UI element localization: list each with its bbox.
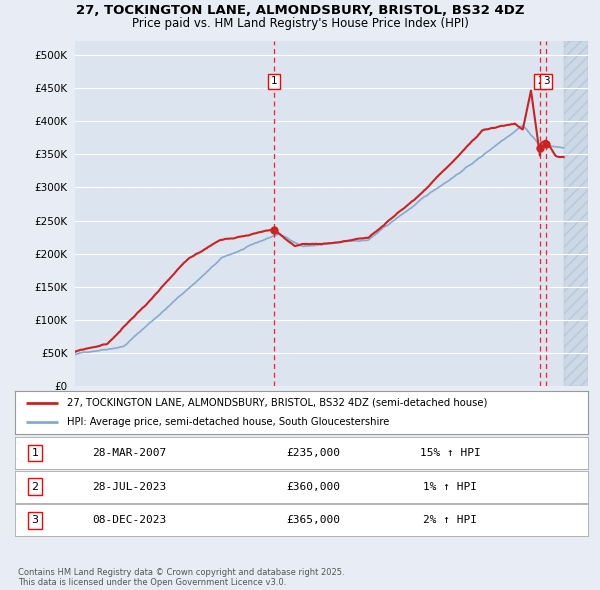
Text: 2: 2 [537, 76, 544, 86]
Text: 2: 2 [31, 482, 38, 491]
Text: Contains HM Land Registry data © Crown copyright and database right 2025.
This d: Contains HM Land Registry data © Crown c… [18, 568, 344, 587]
Text: 3: 3 [543, 76, 550, 86]
Text: 27, TOCKINGTON LANE, ALMONDSBURY, BRISTOL, BS32 4DZ (semi-detached house): 27, TOCKINGTON LANE, ALMONDSBURY, BRISTO… [67, 398, 487, 408]
Text: £235,000: £235,000 [286, 448, 340, 458]
Text: 1% ↑ HPI: 1% ↑ HPI [424, 482, 478, 491]
Text: 08-DEC-2023: 08-DEC-2023 [92, 516, 167, 525]
Text: 3: 3 [32, 516, 38, 525]
Text: HPI: Average price, semi-detached house, South Gloucestershire: HPI: Average price, semi-detached house,… [67, 417, 389, 427]
Text: 1: 1 [271, 76, 277, 86]
Text: 27, TOCKINGTON LANE, ALMONDSBURY, BRISTOL, BS32 4DZ: 27, TOCKINGTON LANE, ALMONDSBURY, BRISTO… [76, 4, 524, 17]
Text: Price paid vs. HM Land Registry's House Price Index (HPI): Price paid vs. HM Land Registry's House … [131, 17, 469, 30]
Text: 15% ↑ HPI: 15% ↑ HPI [420, 448, 481, 458]
Text: 28-JUL-2023: 28-JUL-2023 [92, 482, 167, 491]
Text: 2% ↑ HPI: 2% ↑ HPI [424, 516, 478, 525]
Text: 28-MAR-2007: 28-MAR-2007 [92, 448, 167, 458]
Bar [563, 41, 588, 386]
Text: 1: 1 [32, 448, 38, 458]
Text: £365,000: £365,000 [286, 516, 340, 525]
Text: £360,000: £360,000 [286, 482, 340, 491]
Bar [563, 41, 588, 386]
